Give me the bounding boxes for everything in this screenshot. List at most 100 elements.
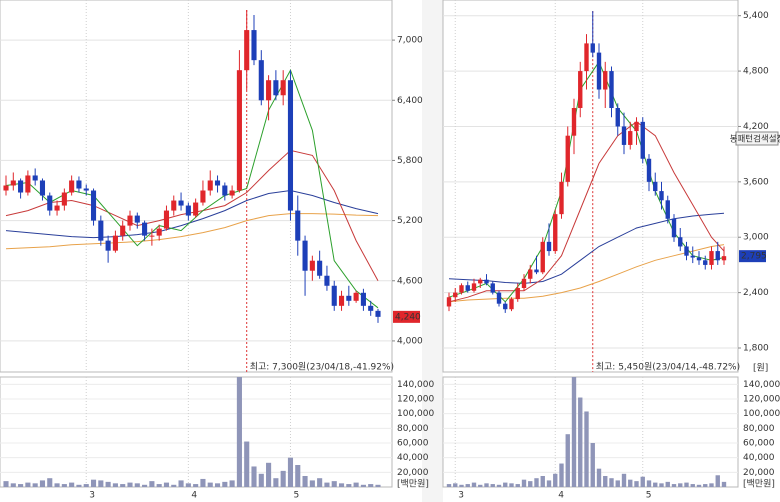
x-tick-label: 4 [558, 491, 564, 501]
volume-tick-label: 100,000 [743, 409, 780, 419]
candle-body [503, 303, 508, 310]
volume-bar [3, 481, 9, 487]
volume-bar [368, 484, 374, 487]
candle-body [471, 283, 477, 291]
candle-body [47, 195, 53, 211]
candle-body [603, 71, 608, 90]
candle-body [584, 43, 589, 72]
candle-body [665, 200, 670, 219]
candle-body [273, 80, 279, 96]
volume-bar [236, 377, 242, 487]
x-tick-label: 5 [293, 491, 299, 501]
y-tick-label: 4,600 [397, 276, 423, 286]
last-price-label: 4,240 [395, 312, 421, 322]
candle-body [324, 275, 330, 286]
volume-bar [471, 482, 477, 487]
candle-body [178, 200, 184, 206]
volume-bar [540, 476, 545, 487]
candle-body [515, 288, 520, 300]
volume-tick-label: 80,000 [397, 424, 429, 434]
volume-bar [459, 484, 464, 487]
candle-body [646, 158, 652, 182]
volume-tick-label: 140,000 [397, 380, 434, 390]
volume-bar [156, 484, 162, 487]
candle-body [521, 278, 527, 288]
volume-bar [244, 441, 250, 487]
volume-bar [640, 476, 645, 487]
volume-tick-label: 120,000 [397, 395, 434, 405]
volume-unit-top: [원] [753, 363, 768, 374]
volume-bar [528, 481, 533, 487]
volume-bar [54, 483, 60, 487]
pattern-search-button-label[interactable]: 봉패턴검색설정 [730, 134, 780, 145]
volume-bar [678, 483, 683, 487]
volume-bar [353, 482, 359, 487]
y-tick-label: 4,800 [743, 67, 769, 77]
candle-body [453, 292, 458, 298]
volume-bar [10, 483, 16, 487]
candle-body [703, 260, 708, 265]
candle-body [32, 175, 38, 181]
candle-body [484, 279, 489, 284]
candle-body [3, 185, 9, 191]
volume-bar [273, 478, 279, 487]
candle-body [621, 126, 627, 145]
candle-body [105, 240, 111, 251]
candle-body [61, 192, 67, 206]
volume-pane [442, 376, 739, 488]
volume-bar [553, 473, 558, 487]
volume-tick-label: 40,000 [743, 453, 775, 463]
volume-bar [534, 478, 539, 487]
volume-bar [127, 482, 133, 487]
candle-body [222, 185, 228, 196]
volume-tick-label: 80,000 [743, 424, 775, 434]
volume-bar [222, 481, 228, 487]
candle-body [69, 180, 75, 193]
y-tick-label: 5,800 [397, 156, 423, 166]
pattern-search-button[interactable] [735, 131, 779, 146]
panel-gap [422, 0, 443, 502]
candle-body [721, 256, 727, 261]
volume-bar [571, 377, 577, 487]
candle-body [280, 80, 286, 96]
volume-bar [258, 473, 264, 487]
candle-body [696, 257, 702, 261]
moving-average [5, 149, 379, 282]
candle-body [671, 218, 677, 238]
volume-tick-label: 100,000 [397, 409, 434, 419]
candle-body [200, 190, 206, 203]
volume-bar [590, 443, 595, 487]
y-tick-label: 5,200 [397, 216, 423, 226]
volume-bar [578, 397, 583, 487]
volume-tick-label: 60,000 [397, 439, 429, 449]
volume-bar [346, 484, 352, 487]
volume-unit: [백만원] [397, 479, 429, 490]
candle-body [540, 241, 545, 273]
volume-bar [317, 478, 323, 487]
volume-bar [565, 434, 570, 487]
volume-bar [484, 483, 489, 487]
volume-unit: [백만원] [743, 479, 775, 490]
volume-bar [25, 482, 31, 487]
moving-average [5, 68, 379, 309]
candle-body [559, 181, 564, 215]
volume-bar [178, 480, 184, 487]
candle-body [287, 80, 294, 211]
volume-bar [671, 484, 677, 487]
candle-body [353, 292, 359, 301]
volume-bar [120, 484, 126, 487]
candle-body [534, 269, 539, 273]
volume-bar [584, 411, 589, 487]
volume-bar [360, 484, 366, 487]
volume-bar [496, 484, 502, 487]
volume-bar [609, 478, 614, 487]
x-tick-label: 3 [89, 491, 95, 501]
volume-bar [185, 483, 191, 487]
volume-bar [621, 473, 627, 487]
candle-body [690, 255, 695, 258]
volume-bar [61, 484, 67, 487]
y-tick-label: 5,400 [743, 11, 769, 21]
candle-body [185, 205, 191, 216]
candle-body [659, 191, 664, 201]
volume-bar [105, 481, 111, 487]
